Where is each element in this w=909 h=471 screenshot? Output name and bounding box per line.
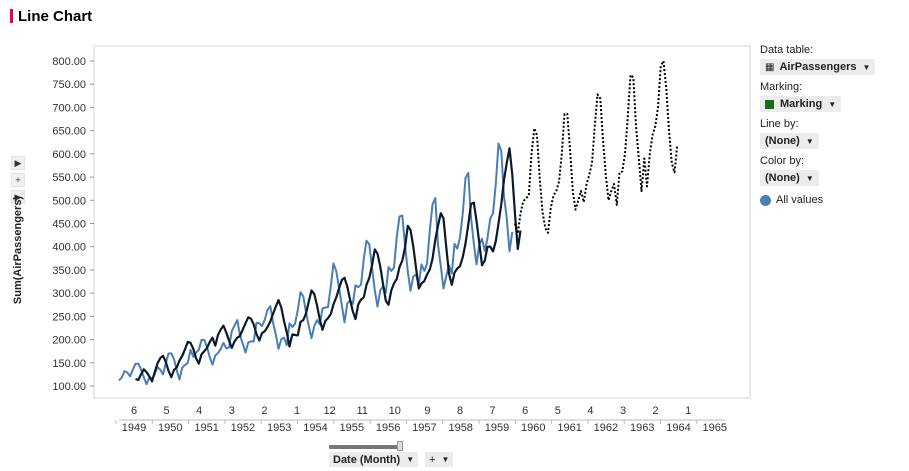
chevron-down-icon: ▼ <box>805 173 814 183</box>
x-month-label: 8 <box>457 405 463 417</box>
y-tick-label: 800.00 <box>52 56 86 68</box>
properties-panel: Data table: ▦ AirPassengers ▼ Marking: M… <box>760 44 900 206</box>
y-tick-label: 750.00 <box>52 79 86 91</box>
marking-label: Marking: <box>760 81 803 93</box>
x-month-label: 3 <box>229 405 235 417</box>
x-axis-selector[interactable]: Date (Month) ▼ <box>329 452 419 467</box>
y-tick-label: 350.00 <box>52 265 86 277</box>
chevron-down-icon: ▼ <box>441 455 450 464</box>
data-table-value: AirPassengers <box>779 61 857 73</box>
y-tick-label: 250.00 <box>52 311 86 323</box>
color-by-label: Color by: <box>760 155 805 167</box>
title-accent-bar <box>10 9 13 23</box>
x-range-handle[interactable] <box>397 441 403 451</box>
y-tick-label: 400.00 <box>52 242 86 254</box>
chevron-down-icon: ▼ <box>406 455 415 464</box>
color-by-select[interactable]: (None) ▼ <box>760 170 819 186</box>
y-tick-label: 300.00 <box>52 288 86 300</box>
x-month-label: 6 <box>522 405 528 417</box>
table-grid-icon: ▦ <box>765 61 775 73</box>
legend-item-label: All values <box>776 194 824 206</box>
x-year-label: 1956 <box>376 422 400 434</box>
x-month-label: 1 <box>685 405 691 417</box>
x-month-label: 5 <box>555 405 561 417</box>
x-month-label: 11 <box>356 405 367 417</box>
expand-arrow-icon[interactable]: ▶ <box>11 156 25 170</box>
x-range-slider[interactable] <box>329 445 403 449</box>
x-year-label: 1961 <box>557 422 581 434</box>
y-axis-label: Sum(AirPassengers) <box>12 195 24 305</box>
x-year-label: 1958 <box>448 422 472 434</box>
left-axis-controls: ▶ + ▶ <box>11 156 25 207</box>
x-month-label: 9 <box>424 405 430 417</box>
y-tick-label: 650.00 <box>52 126 86 138</box>
line-by-label: Line by: <box>760 118 799 130</box>
marking-swatch <box>765 99 774 109</box>
x-year-label: 1954 <box>303 422 327 434</box>
y-tick-label: 150.00 <box>52 358 86 370</box>
x-year-label: 1950 <box>158 422 182 434</box>
x-month-label: 10 <box>389 405 401 417</box>
x-year-label: 1965 <box>703 422 727 434</box>
x-year-label: 1957 <box>412 422 436 434</box>
line-by-value: (None) <box>765 135 800 147</box>
color-by-value: (None) <box>765 172 800 184</box>
chevron-down-icon: ▼ <box>862 62 871 72</box>
x-month-label: 7 <box>490 405 496 417</box>
chart-title-bar: Line Chart <box>10 6 92 26</box>
marking-value: Marking <box>780 98 823 110</box>
x-year-label: 1960 <box>521 422 545 434</box>
x-axis-label: Date (Month) <box>333 453 401 466</box>
x-month-label: 5 <box>164 405 170 417</box>
x-month-label: 4 <box>196 405 202 417</box>
y-tick-label: 550.00 <box>52 172 86 184</box>
line-by-select[interactable]: (None) ▼ <box>760 133 819 149</box>
series-forecast-line <box>514 60 679 235</box>
page-title: Line Chart <box>18 7 93 25</box>
data-table-label: Data table: <box>760 44 814 56</box>
legend-dot-icon <box>760 194 771 206</box>
x-year-label: 1959 <box>485 422 509 434</box>
x-year-label: 1964 <box>666 422 690 434</box>
x-year-label: 1963 <box>630 422 654 434</box>
expand-arrow-icon-2[interactable]: ▶ <box>11 190 25 204</box>
y-tick-label: 500.00 <box>52 195 86 207</box>
x-year-label: 1951 <box>194 422 218 434</box>
data-table-select[interactable]: ▦ AirPassengers ▼ <box>760 59 876 75</box>
x-year-label: 1952 <box>231 422 255 434</box>
series-all-values-line <box>118 142 514 386</box>
marking-select[interactable]: Marking ▼ <box>760 96 842 112</box>
chevron-down-icon: ▼ <box>828 99 837 109</box>
add-axis-button[interactable]: + <box>11 173 25 187</box>
y-tick-label: 200.00 <box>52 335 86 347</box>
x-year-label: 1955 <box>340 422 364 434</box>
x-axis-add-label: + <box>429 453 436 466</box>
x-month-label: 2 <box>261 405 267 417</box>
y-tick-label: 700.00 <box>52 102 86 114</box>
x-month-label: 12 <box>323 405 335 417</box>
x-year-label: 1953 <box>267 422 291 434</box>
y-axis-selector[interactable]: Sum(AirPassengers) <box>8 160 28 340</box>
plot-frame <box>93 45 751 399</box>
x-year-label: 1949 <box>122 422 146 434</box>
x-axis-controls: Date (Month) ▼ + ▼ <box>329 440 459 470</box>
x-year-label: 1962 <box>594 422 618 434</box>
legend-item-all-values[interactable]: All values <box>760 194 900 206</box>
x-month-label: 4 <box>587 405 593 417</box>
y-tick-label: 450.00 <box>52 219 86 231</box>
x-month-label: 1 <box>294 405 300 417</box>
y-tick-label: 600.00 <box>52 149 86 161</box>
y-tick-label: 100.00 <box>52 381 86 393</box>
x-month-label: 2 <box>653 405 659 417</box>
x-month-label: 6 <box>131 405 137 417</box>
chevron-down-icon: ▼ <box>805 136 814 146</box>
x-month-label: 3 <box>620 405 626 417</box>
x-axis-add-button[interactable]: + ▼ <box>425 452 454 467</box>
series-marked-line <box>135 147 522 383</box>
